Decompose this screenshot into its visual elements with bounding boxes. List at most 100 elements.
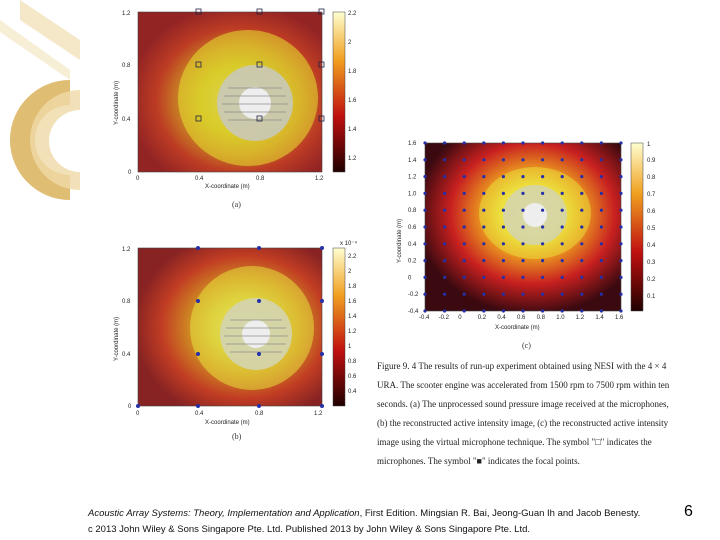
focal-point <box>501 309 505 313</box>
focal-point <box>501 225 505 229</box>
focal-point <box>599 259 603 263</box>
focal-point <box>443 242 447 246</box>
focal-point <box>560 208 564 212</box>
focal-point <box>443 141 447 145</box>
focal-point <box>462 242 466 246</box>
cb-b-tick-7: 0.8 <box>348 359 357 365</box>
xc-tick: 0.4 <box>497 315 506 321</box>
focal-point <box>560 191 564 195</box>
focal-point <box>521 208 525 212</box>
focal-point <box>482 141 486 145</box>
focal-point <box>619 141 623 145</box>
xb-tick-1: 0.4 <box>195 411 204 417</box>
focal-point <box>619 242 623 246</box>
cb-b-tick-2: 1.8 <box>348 284 357 290</box>
focal-point <box>580 208 584 212</box>
figure-a: 2.2 2 1.8 1.6 1.4 1.2 0 0.4 0.8 1.2 X-co… <box>100 0 370 220</box>
focal-point <box>443 292 447 296</box>
focal-point <box>521 191 525 195</box>
cb-a-tick-0: 2.2 <box>348 11 357 17</box>
book-title: Acoustic Array Systems: Theory, Implemen… <box>88 508 360 519</box>
focal-point <box>521 275 525 279</box>
focal-point <box>501 259 505 263</box>
focal-point <box>580 225 584 229</box>
focal-point <box>619 309 623 313</box>
focal-point <box>423 292 427 296</box>
cb-c-tick-7: 0.3 <box>647 260 656 266</box>
cb-c-tick-6: 0.4 <box>647 243 656 249</box>
focal-point <box>423 275 427 279</box>
caption-text-2: " indicates the focal points. <box>481 456 580 466</box>
cb-a-tick-4: 1.4 <box>348 127 357 133</box>
focal-point <box>541 292 545 296</box>
focal-point <box>541 208 545 212</box>
xc-tick: 0.2 <box>478 315 487 321</box>
cb-c-tick-4: 0.6 <box>647 209 656 215</box>
focal-point <box>462 225 466 229</box>
cb-b-tick-8: 0.6 <box>348 374 357 380</box>
focal-point <box>580 292 584 296</box>
cb-b-tick-0: 2.2 <box>348 254 357 260</box>
focal-point <box>599 141 603 145</box>
figure-caption: Figure 9. 4 The results of run-up experi… <box>377 357 677 471</box>
figure-b: x 10⁻⁴ 2.2 2 1.8 1.6 1.4 1.2 1 0.8 0.6 0… <box>100 236 370 451</box>
focal-point <box>521 158 525 162</box>
focal-point <box>619 175 623 179</box>
focal-point <box>541 158 545 162</box>
focal-point <box>501 158 505 162</box>
xc-tick: 0.6 <box>517 315 526 321</box>
focal-point <box>423 242 427 246</box>
yc-tick: 0 <box>408 275 412 281</box>
focal-point <box>619 292 623 296</box>
xc-tick: 1.6 <box>615 315 624 321</box>
focal-point <box>580 175 584 179</box>
focal-point <box>501 275 505 279</box>
cb-a-tick-3: 1.6 <box>348 98 357 104</box>
page-number: 6 <box>684 503 693 520</box>
xb-tick-0: 0 <box>136 411 140 417</box>
ya-tick-0: 0 <box>128 170 132 176</box>
focal-point <box>521 225 525 229</box>
focal-point <box>580 141 584 145</box>
yc-tick: -0.4 <box>408 309 419 315</box>
credit-line2: c 2013 John Wiley & Sons Singapore Pte. … <box>88 524 531 535</box>
focal-point <box>423 208 427 212</box>
cb-c-tick-3: 0.7 <box>647 192 656 198</box>
yb-tick-0: 0 <box>128 404 132 410</box>
focal-point <box>482 208 486 212</box>
focal-point <box>560 141 564 145</box>
focal-point <box>521 309 525 313</box>
focal-point <box>462 208 466 212</box>
focal-point <box>619 275 623 279</box>
focal-point <box>619 259 623 263</box>
focal-point <box>580 259 584 263</box>
xa-tick-2: 0.8 <box>256 176 265 182</box>
cb-b-tick-6: 1 <box>348 344 352 350</box>
focal-point <box>599 275 603 279</box>
focal-point <box>482 158 486 162</box>
caption-symbol: ■ <box>476 456 482 466</box>
figure-c-label: (c) <box>522 341 531 350</box>
focal-point <box>482 275 486 279</box>
figure-a-label: (a) <box>232 200 241 209</box>
focal-point <box>501 141 505 145</box>
figure-a-plot: 2.2 2 1.8 1.6 1.4 1.2 0 0.4 0.8 1.2 X-co… <box>114 8 357 190</box>
caption-figure-number: Figure 9. 4 <box>377 361 417 371</box>
yc-tick: 1.6 <box>408 141 417 147</box>
cb-a-tick-2: 1.8 <box>348 69 357 75</box>
focal-point <box>599 158 603 162</box>
cb-c-tick-9: 0.1 <box>647 294 656 300</box>
focal-point <box>462 158 466 162</box>
focal-point <box>560 259 564 263</box>
focal-point <box>462 141 466 145</box>
focal-point <box>443 275 447 279</box>
focal-point <box>443 208 447 212</box>
focal-point <box>599 208 603 212</box>
xb-tick-3: 1.2 <box>314 411 323 417</box>
focal-point <box>443 191 447 195</box>
focal-point <box>462 259 466 263</box>
cb-a-tick-1: 2 <box>348 40 352 46</box>
xb-label: X-coordinate (m) <box>205 420 250 426</box>
xb-tick-2: 0.8 <box>255 411 264 417</box>
focal-point <box>501 191 505 195</box>
